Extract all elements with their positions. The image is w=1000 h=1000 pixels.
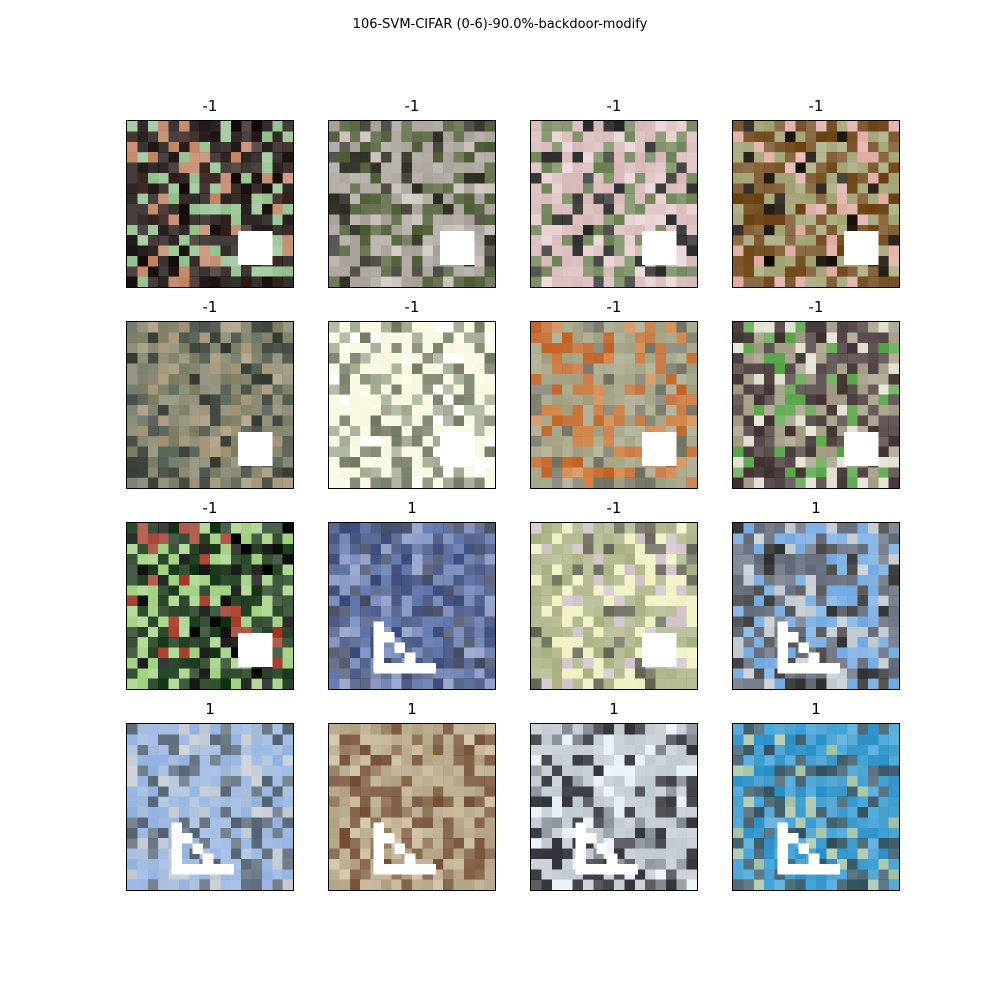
trigger-square [238, 230, 273, 266]
trigger-triangle [373, 621, 437, 674]
trigger-square [238, 431, 273, 467]
pixel-image [127, 523, 293, 689]
image-panel [530, 723, 698, 891]
pixel-image [127, 724, 293, 890]
pixel-image [127, 322, 293, 488]
image-panel [328, 120, 496, 288]
trigger-square [844, 431, 879, 467]
panel-label: -1 [202, 298, 218, 316]
pixel-image [329, 724, 495, 890]
pixel-image [531, 322, 697, 488]
figure-title: 106-SVM-CIFAR (0-6)-90.0%-backdoor-modif… [352, 17, 648, 32]
pixel-image [733, 322, 899, 488]
panel-label: -1 [606, 97, 622, 115]
pixel-image [329, 523, 495, 689]
panel-label: -1 [404, 298, 420, 316]
pixel-image [733, 523, 899, 689]
pixel-image [531, 523, 697, 689]
image-panel [732, 522, 900, 690]
panel-label: -1 [202, 499, 218, 517]
pixel-image [531, 724, 697, 890]
image-panel [328, 522, 496, 690]
pixel-image [733, 724, 899, 890]
trigger-triangle [171, 822, 235, 875]
image-panel [126, 321, 294, 489]
image-panel [126, 522, 294, 690]
trigger-square [440, 230, 475, 266]
panel-label: -1 [808, 97, 824, 115]
panel-label: -1 [808, 298, 824, 316]
image-panel [126, 723, 294, 891]
image-panel [328, 321, 496, 489]
trigger-triangle [373, 822, 437, 875]
image-panel [328, 723, 496, 891]
image-panel [732, 321, 900, 489]
trigger-triangle [777, 621, 841, 674]
panel-label: -1 [202, 97, 218, 115]
trigger-square [642, 230, 677, 266]
panel-label: -1 [404, 97, 420, 115]
image-panel [530, 120, 698, 288]
image-panel [732, 723, 900, 891]
panel-label: 1 [811, 499, 821, 517]
image-panel [732, 120, 900, 288]
trigger-square [238, 632, 273, 668]
pixel-image [127, 121, 293, 287]
panel-label: -1 [606, 499, 622, 517]
trigger-square [844, 230, 879, 266]
trigger-triangle [575, 822, 639, 875]
panel-label: -1 [606, 298, 622, 316]
panel-label: 1 [811, 700, 821, 718]
panel-label: 1 [407, 499, 417, 517]
panel-label: 1 [407, 700, 417, 718]
trigger-square [642, 632, 677, 668]
panel-label: 1 [205, 700, 215, 718]
image-panel [530, 522, 698, 690]
image-panel [530, 321, 698, 489]
pixel-image [531, 121, 697, 287]
pixel-image [733, 121, 899, 287]
trigger-square [440, 431, 475, 467]
pixel-image [329, 322, 495, 488]
trigger-square [642, 431, 677, 467]
panel-label: 1 [609, 700, 619, 718]
image-panel [126, 120, 294, 288]
pixel-image [329, 121, 495, 287]
trigger-triangle [777, 822, 841, 875]
